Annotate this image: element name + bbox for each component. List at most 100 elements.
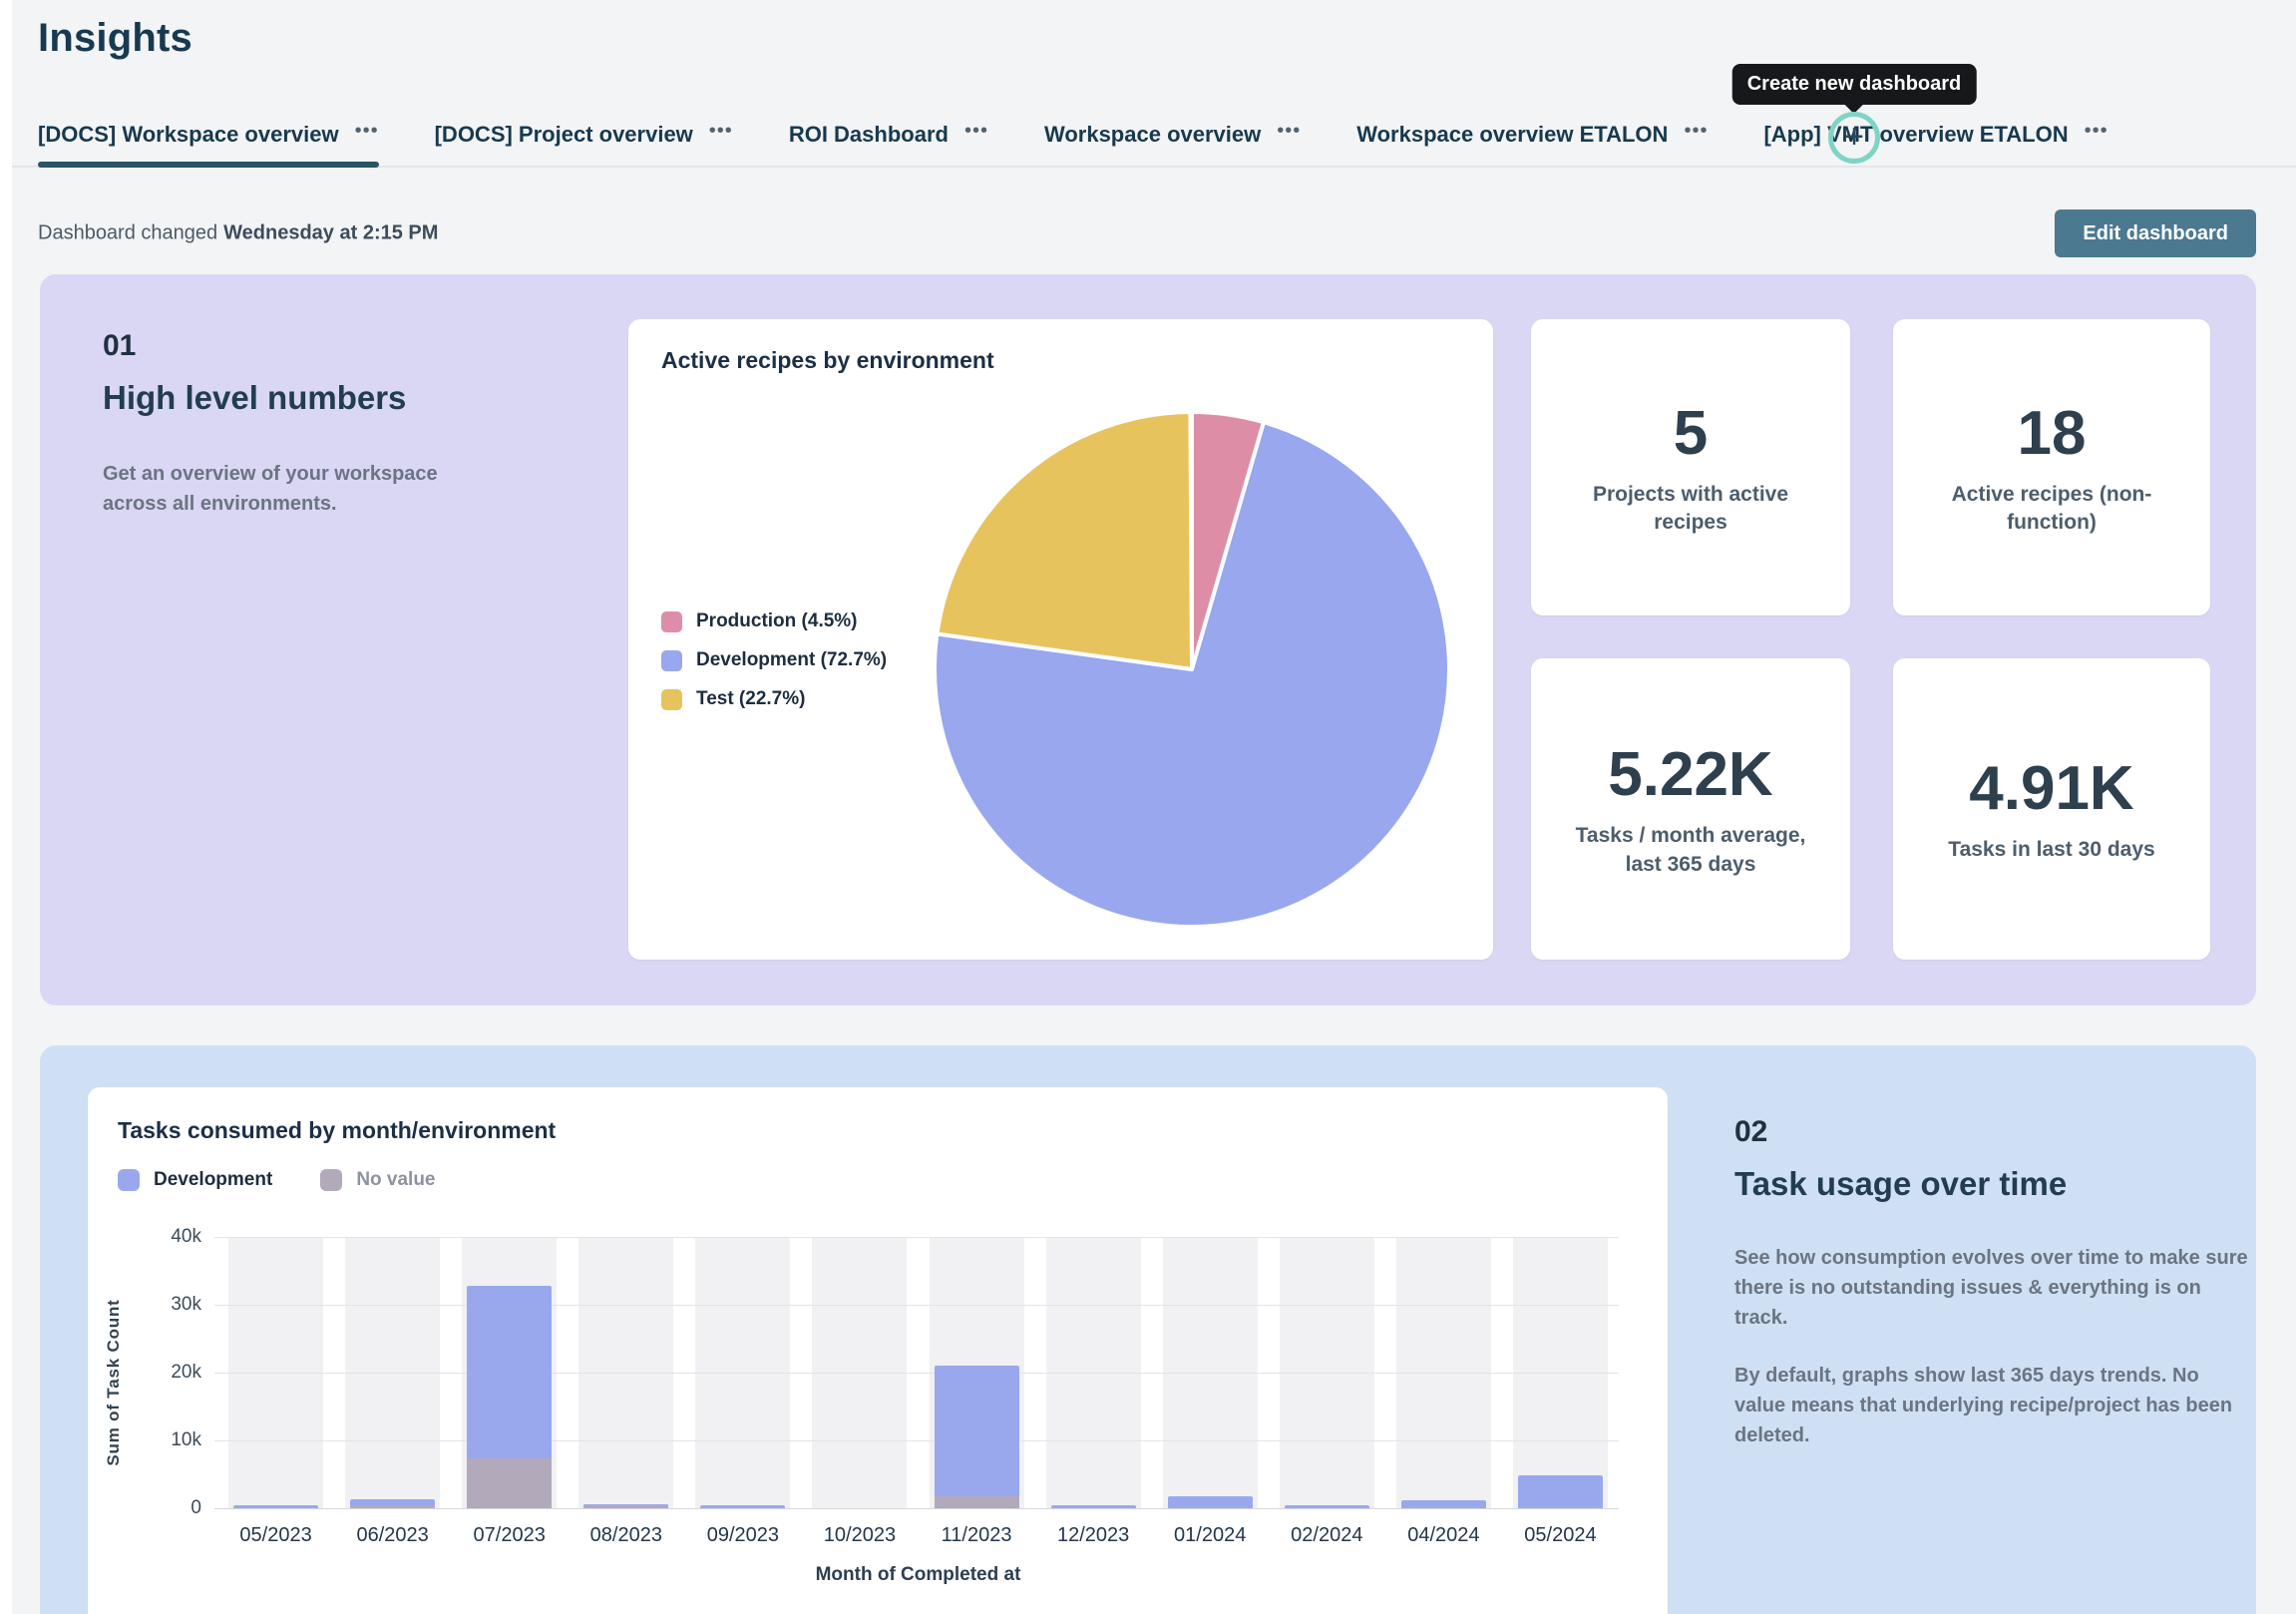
pie-slice-test[interactable] — [935, 410, 1194, 671]
bar-development-06-2023[interactable] — [350, 1499, 436, 1505]
tab-options-icon[interactable]: ••• — [354, 120, 379, 142]
bar-development-05-2023[interactable] — [233, 1505, 319, 1508]
tab-docs-project-overview[interactable]: [DOCS] Project overview ••• — [434, 120, 733, 168]
stat-value: 18 — [2017, 398, 2087, 468]
gridline-10k — [214, 1440, 1619, 1441]
stat-card-tasks-month-average-last-365-days: 5.22K Tasks / month average, last 365 day… — [1531, 658, 1850, 960]
changed-time: Wednesday at 2:15 PM — [223, 221, 439, 244]
section2-number: 02 — [1734, 1115, 1768, 1148]
legend-swatch — [661, 610, 682, 632]
bar-chart-card: Tasks consumed by month/environment Deve… — [88, 1087, 1668, 1614]
bar-development-11-2023[interactable] — [934, 1365, 1019, 1497]
legend-label: Development — [154, 1169, 273, 1190]
xlabel-08-2023: 08/2023 — [589, 1524, 662, 1546]
ytick-10k: 10k — [171, 1429, 201, 1450]
x-axis-title: Month of Completed at — [815, 1564, 1021, 1585]
bar-development-05-2024[interactable] — [1517, 1475, 1603, 1508]
bar-development-09-2023[interactable] — [700, 1505, 786, 1508]
stat-card-tasks-in-last-30-days: 4.91K Tasks in last 30 days — [1893, 658, 2210, 960]
stat-label: Tasks in last 30 days — [1948, 838, 2155, 862]
xlabel-10-2023: 10/2023 — [823, 1524, 897, 1546]
tab-options-icon[interactable]: ••• — [1684, 120, 1709, 142]
dashboard-changed-text: Dashboard changed Wednesday at 2:15 PM — [38, 222, 438, 245]
pie-chart — [933, 410, 1451, 929]
ytick-0: 0 — [191, 1497, 201, 1518]
xlabel-04-2024: 04/2024 — [1407, 1524, 1480, 1546]
stat-card-projects-with-active-recipes: 5 Projects with active recipes — [1531, 319, 1850, 615]
legend-label: No value — [356, 1169, 436, 1190]
plus-icon: + — [1844, 117, 1864, 156]
legend-label: Development (72.7%) — [696, 649, 888, 670]
tab-workspace-overview[interactable]: Workspace overview ••• — [1043, 120, 1302, 168]
tab-label: [DOCS] Project overview — [434, 122, 693, 147]
section1-number: 01 — [103, 329, 137, 362]
bar-legend-item-no-value[interactable]: No value — [320, 1169, 436, 1191]
bar-novalue-11-2023[interactable] — [934, 1496, 1019, 1508]
pie-slice-development[interactable] — [933, 420, 1451, 929]
tab-workspace-overview-etalon[interactable]: Workspace overview ETALON ••• — [1356, 120, 1709, 168]
stat-label: Projects with active recipes — [1592, 482, 1789, 534]
xlabel-02-2024: 02/2024 — [1291, 1524, 1363, 1546]
xlabel-01-2024: 01/2024 — [1174, 1524, 1247, 1546]
gridline-30k — [214, 1305, 1619, 1306]
legend-swatch — [118, 1169, 140, 1191]
gridline-40k — [214, 1237, 1619, 1238]
section2-title: Task usage over time — [1734, 1165, 2068, 1202]
tab-list: [DOCS] Workspace overview ••• [DOCS] Proje… — [38, 120, 2108, 168]
bar-novalue-08-2023[interactable] — [583, 1504, 669, 1508]
bar-development-08-2023[interactable] — [583, 1504, 669, 1505]
xlabel-06-2023: 06/2023 — [356, 1524, 429, 1546]
stat-value: 5 — [1673, 398, 1709, 468]
stat-value: 5.22K — [1608, 740, 1773, 810]
edit-dashboard-button[interactable]: Edit dashboard — [2055, 209, 2256, 257]
bar-development-02-2024[interactable] — [1284, 1505, 1369, 1508]
xlabel-11-2023: 11/2023 — [941, 1524, 1012, 1546]
left-edge-sliver — [0, 0, 12, 1614]
bar-novalue-06-2023[interactable] — [350, 1504, 436, 1508]
bar-plot-area — [214, 1237, 1619, 1509]
bar-novalue-07-2023[interactable] — [467, 1457, 553, 1508]
stat-label: Active recipes (non-function) — [1951, 482, 2152, 534]
changed-prefix: Dashboard changed — [38, 221, 218, 244]
legend-label: Production (4.5%) — [696, 610, 858, 631]
section-task-usage: Tasks consumed by month/environment Deve… — [40, 1045, 2256, 1614]
dashboard-tabbar: [DOCS] Workspace overview ••• [DOCS] Proje… — [12, 118, 2296, 168]
tab-options-icon[interactable]: ••• — [708, 120, 733, 142]
pie-legend-item-development[interactable]: Development (72.7%) — [661, 649, 887, 671]
bar-development-12-2023[interactable] — [1050, 1505, 1136, 1508]
tab-options-icon[interactable]: ••• — [2084, 120, 2108, 142]
bar-development-04-2024[interactable] — [1400, 1499, 1486, 1508]
tab-label: [App] VMT overview ETALON — [1763, 122, 2069, 147]
pie-legend-item-test[interactable]: Test (22.7%) — [661, 688, 887, 710]
bar-legend-item-development[interactable]: Development — [118, 1169, 272, 1191]
stat-value: 4.91K — [1969, 754, 2134, 824]
section2-header: 02 Task usage over time See how consumpt… — [1734, 1115, 2253, 1450]
tab-options-icon[interactable]: ••• — [1277, 120, 1302, 142]
xlabel-05-2023: 05/2023 — [239, 1524, 312, 1546]
legend-swatch — [661, 688, 682, 710]
bar-development-01-2024[interactable] — [1167, 1495, 1253, 1508]
dashboard-meta-row: Dashboard changed Wednesday at 2:15 PM Ed… — [38, 209, 2256, 257]
section2-paragraph-2: By default, graphs show last 365 days tr… — [1734, 1365, 2233, 1446]
y-axis-title: Sum of Task Count — [104, 1299, 123, 1466]
legend-label: Test (22.7%) — [696, 688, 806, 709]
pie-legend-item-production[interactable]: Production (4.5%) — [661, 610, 887, 632]
legend-swatch — [661, 649, 682, 671]
xlabel-09-2023: 09/2023 — [706, 1524, 780, 1546]
tab-app-vmt-overview-etalon[interactable]: [App] VMT overview ETALON ••• — [1763, 120, 2108, 168]
tab-docs-workspace-overview[interactable]: [DOCS] Workspace overview ••• — [38, 120, 379, 168]
bar-chart-title: Tasks consumed by month/environment — [118, 1117, 557, 1143]
gridline-0 — [214, 1508, 1619, 1509]
tab-label: Workspace overview — [1043, 122, 1262, 147]
page-title: Insights — [38, 16, 192, 60]
section1-title: High level numbers — [103, 379, 407, 416]
legend-swatch — [320, 1169, 343, 1191]
add-dashboard-button[interactable]: + — [1828, 112, 1880, 164]
tab-options-icon[interactable]: ••• — [963, 120, 988, 142]
pie-legend: Production (4.5%) Development (72.7%) Test… — [661, 610, 887, 710]
section2-paragraph-1: See how consumption evolves over time to… — [1734, 1247, 2248, 1329]
stat-card-active-recipes-non-function: 18 Active recipes (non-function) — [1893, 319, 2210, 615]
bar-development-07-2023[interactable] — [467, 1285, 553, 1458]
tab-roi-dashboard[interactable]: ROI Dashboard ••• — [789, 120, 988, 168]
section1-header: 01 High level numbers Get an overview of… — [103, 329, 502, 519]
